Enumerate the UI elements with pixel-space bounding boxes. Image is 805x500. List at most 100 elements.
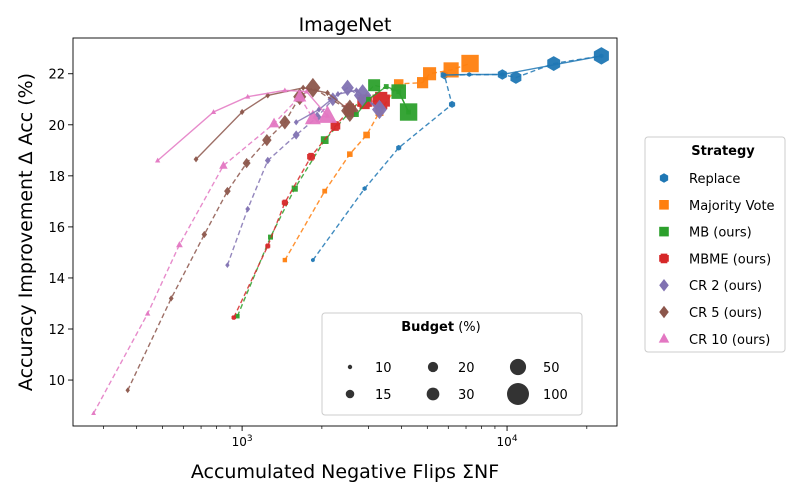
size-legend-marker	[509, 358, 527, 376]
data-point	[366, 96, 371, 102]
data-point	[353, 112, 359, 117]
size-legend-label: 50	[543, 361, 560, 376]
legend-entry: Replace	[659, 172, 740, 187]
data-point	[268, 117, 280, 128]
size-legend-entry: 15	[345, 388, 392, 403]
size-legend-marker	[427, 361, 439, 373]
size-legend-label: 10	[375, 361, 392, 376]
data-point	[168, 295, 174, 302]
series-mb-ours	[353, 84, 411, 117]
y-axis-label: Accuracy Improvement Δ Acc (%)	[15, 73, 37, 391]
data-point	[91, 410, 96, 415]
data-point	[461, 54, 479, 73]
y-tick-label: 16	[48, 221, 65, 236]
size-legend-entry: 30	[426, 387, 475, 403]
size-legend-label: 100	[543, 388, 568, 403]
data-point	[176, 241, 183, 248]
data-point	[262, 133, 272, 147]
legend-label: MBME (ours)	[689, 252, 771, 267]
data-point	[500, 72, 505, 77]
chart-title: ImageNet	[299, 14, 392, 36]
y-tick-label: 12	[48, 323, 65, 338]
data-point	[265, 243, 271, 249]
data-point	[225, 262, 230, 269]
size-legend-title: Budget (%)	[401, 320, 480, 335]
data-point	[210, 109, 217, 114]
series-cr-2-ours	[293, 87, 382, 126]
data-point	[281, 199, 288, 206]
legend-label: Replace	[689, 172, 740, 187]
data-point	[547, 56, 561, 71]
legend-entry: MB (ours)	[659, 226, 752, 241]
data-point	[393, 79, 404, 89]
data-point	[368, 79, 381, 92]
y-tick-label: 14	[48, 272, 65, 287]
legend-label: CR 10 (ours)	[689, 333, 770, 348]
legend-label: Majority Vote	[689, 199, 775, 214]
data-point	[325, 89, 330, 97]
data-point	[363, 131, 370, 139]
series-replace	[442, 53, 604, 78]
data-point	[341, 79, 354, 96]
size-legend-marker	[507, 383, 529, 405]
size-legend-entry: 50	[509, 358, 560, 376]
data-point	[324, 112, 331, 118]
series-layer	[91, 47, 609, 415]
data-point	[235, 314, 240, 319]
data-point	[406, 109, 411, 115]
data-point	[265, 92, 271, 99]
data-point	[201, 230, 208, 239]
size-legend-items: 10 20 50 15 30 100	[345, 358, 568, 405]
data-point	[417, 77, 429, 89]
data-point	[282, 257, 288, 263]
legend-marker	[659, 278, 669, 292]
y-tick-label: 20	[48, 119, 65, 134]
data-point	[383, 84, 389, 89]
legend-label: CR 2 (ours)	[689, 279, 762, 294]
legend-marker	[659, 226, 669, 237]
data-point	[144, 310, 151, 316]
legend-label: CR 5 (ours)	[689, 306, 762, 321]
size-legend-label: 30	[458, 388, 475, 403]
data-point	[330, 121, 341, 131]
data-point	[322, 188, 328, 194]
data-point	[219, 160, 228, 169]
data-point	[396, 89, 402, 95]
legend-marker	[658, 333, 670, 343]
series-line	[444, 55, 602, 76]
legend-marker	[659, 173, 669, 183]
data-point	[396, 144, 402, 151]
data-point	[303, 88, 310, 94]
data-point	[125, 387, 130, 394]
series-line	[157, 89, 329, 162]
data-point	[293, 89, 307, 102]
size-legend-marker	[426, 387, 440, 401]
data-point	[242, 157, 251, 169]
size-legend-marker	[345, 389, 355, 399]
data-point	[307, 152, 315, 161]
legend-marker	[659, 305, 669, 319]
data-point	[599, 53, 604, 59]
axes-layer: 10 12 14 16 18 20 22 103 104	[48, 68, 588, 449]
legend-entry: MBME (ours)	[659, 252, 771, 267]
data-point	[193, 156, 199, 163]
size-legend: Budget (%) 10 20 50 15 30 100	[321, 312, 583, 416]
strategy-legend: Strategy Replace Majority Vote MB (ours) MB…	[644, 136, 786, 353]
data-point	[448, 100, 456, 108]
data-point	[155, 157, 161, 163]
data-point	[300, 84, 306, 91]
legend-marker	[659, 200, 669, 210]
data-point	[292, 130, 300, 140]
data-point	[353, 87, 359, 94]
data-point	[310, 257, 315, 263]
size-legend-label: 15	[375, 388, 392, 403]
legend-entry: CR 2 (ours)	[659, 278, 762, 294]
data-point	[291, 185, 298, 192]
data-point	[279, 114, 291, 130]
size-legend-entry: 100	[507, 383, 568, 405]
data-point	[245, 205, 251, 213]
y-tick-label: 10	[48, 374, 65, 389]
data-point	[224, 186, 231, 196]
data-point	[347, 151, 353, 157]
